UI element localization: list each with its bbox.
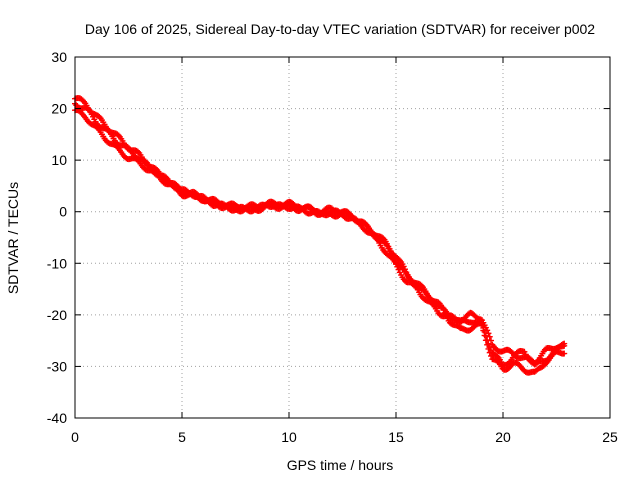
y-tick-label: -20	[47, 307, 67, 323]
data-point	[134, 148, 141, 155]
y-tick-label: -30	[47, 358, 67, 374]
plot-frame	[74, 56, 611, 419]
data-point	[480, 324, 487, 331]
y-tick-label: -40	[47, 410, 67, 426]
y-axis-label: SDTVAR / TECUs	[5, 182, 21, 294]
data-point	[561, 350, 568, 357]
data-point	[485, 340, 492, 347]
x-tick-label: 20	[495, 429, 511, 445]
axis-ticks: 0 5 10 15 20 25 -40 -30 -20 -10 0 10 20 30	[47, 49, 618, 445]
series-band	[72, 95, 568, 369]
y-tick-label: -10	[47, 255, 67, 271]
y-tick-label: 20	[51, 101, 67, 117]
y-tick-label: 10	[51, 152, 67, 168]
x-tick-label: 0	[71, 429, 79, 445]
data-point	[561, 342, 568, 349]
data-point	[481, 328, 488, 335]
data-point	[386, 248, 393, 255]
data-point	[387, 250, 394, 257]
x-tick-label: 5	[178, 429, 186, 445]
x-tick-label: 25	[602, 429, 618, 445]
x-axis-label: GPS time / hours	[287, 457, 394, 473]
data-point	[482, 332, 489, 339]
y-tick-label: 0	[59, 204, 67, 220]
grid-lines	[75, 57, 610, 418]
data-point	[385, 245, 392, 252]
y-tick-label: 30	[51, 49, 67, 65]
data-point	[486, 333, 493, 340]
series-points	[72, 95, 568, 376]
data-point	[486, 344, 493, 351]
x-tick-label: 15	[388, 429, 404, 445]
chart-title: Day 106 of 2025, Sidereal Day-to-day VTE…	[85, 21, 595, 37]
data-point	[484, 336, 491, 343]
x-tick-label: 10	[281, 429, 297, 445]
data-point	[479, 321, 486, 328]
